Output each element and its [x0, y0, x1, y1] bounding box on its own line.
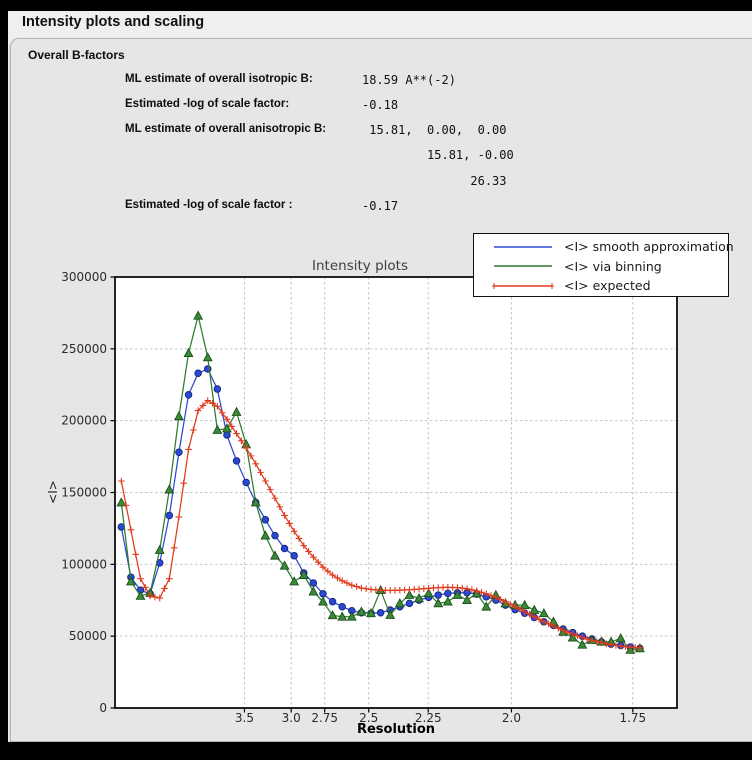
legend-item: <I> smooth approximation	[474, 237, 734, 257]
stat-value: 18.59 A**(-2)	[362, 73, 456, 87]
stat-value: 15.81, 0.00, 0.00	[362, 123, 507, 137]
stat-row: Estimated -log of scale factor : -0.17	[8, 199, 398, 215]
legend-label: <I> smooth approximation	[564, 239, 734, 255]
stat-label: Estimated -log of scale factor :	[125, 199, 293, 211]
legend-label: <I> via binning	[564, 258, 662, 274]
triangle-line-sample-icon	[494, 265, 552, 267]
stat-row: ML estimate of overall isotropic B: 18.5…	[8, 73, 456, 89]
window-title-bar: Intensity plots and scaling	[8, 11, 752, 35]
stat-label: ML estimate of overall isotropic B:	[125, 73, 313, 85]
chart-legend: <I> smooth approximation <I> via binning <…	[473, 233, 734, 297]
stat-label: Estimated -log of scale factor:	[125, 98, 290, 110]
report-window: Intensity plots and scaling Overall B-fa…	[8, 11, 752, 742]
circle-line-sample-icon	[494, 246, 552, 248]
window-title: Intensity plots and scaling	[22, 14, 205, 30]
stat-row: ML estimate of overall anisotropic B: 15…	[8, 123, 507, 139]
stat-row: Estimated -log of scale factor: -0.18	[8, 98, 398, 114]
stat-row: 26.33	[8, 174, 506, 190]
stat-value: -0.18	[362, 98, 399, 112]
stat-value: 15.81, -0.00	[362, 148, 514, 162]
stat-label: ML estimate of overall anisotropic B:	[125, 123, 327, 135]
stat-value: -0.17	[362, 199, 399, 213]
legend-item: <I> expected	[474, 276, 728, 296]
legend-label: <I> expected	[564, 278, 651, 294]
legend-item: <I> via binning	[474, 257, 728, 277]
stat-row: 15.81, -0.00	[8, 148, 514, 164]
stat-value: 26.33	[362, 174, 507, 188]
plus-line-sample-icon	[492, 282, 554, 289]
section-heading: Overall B-factors	[28, 48, 125, 62]
content-panel	[10, 38, 752, 742]
